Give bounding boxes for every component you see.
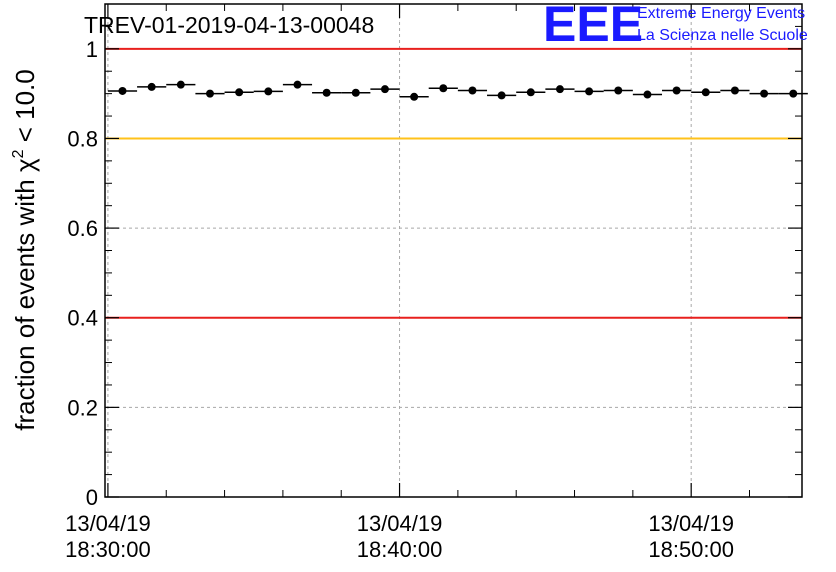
data-point-marker-6 (293, 80, 302, 89)
eee-logo: EEE Extreme Energy Events La Scienza nel… (543, 0, 808, 52)
chart-title: TREV-01-2019-04-13-00048 (84, 12, 374, 38)
x-tick-time-2: 18:50:00 (648, 537, 734, 562)
data-point-3 (195, 89, 225, 98)
logo-line2: La Scienza nelle Scuole (637, 27, 808, 44)
data-point-marker-0 (118, 86, 127, 95)
data-point-1 (137, 82, 167, 91)
data-point-22 (749, 89, 779, 98)
data-point-20 (691, 88, 721, 97)
data-point-2 (166, 80, 196, 89)
data-point-7 (312, 88, 342, 97)
data-point-0 (107, 86, 138, 95)
y-axis-label-sup: 2 (10, 149, 27, 158)
data-point-15 (545, 85, 575, 94)
data-point-9 (370, 85, 400, 94)
data-point-marker-5 (264, 87, 273, 96)
data-point-16 (574, 87, 604, 96)
data-point-marker-2 (176, 80, 185, 89)
data-point-14 (516, 88, 546, 97)
data-point-marker-20 (701, 88, 710, 97)
data-point-23 (778, 89, 808, 98)
y-axis-label: fraction of events with χ2 < 10.0 (10, 69, 40, 430)
data-point-marker-12 (468, 86, 477, 95)
y-axis-label-main: fraction of events with χ (10, 158, 40, 431)
y-tick-label-1: 0.2 (67, 395, 98, 420)
reference-lines (105, 47, 802, 319)
data-point-10 (399, 92, 429, 101)
x-tick-time-1: 18:40:00 (357, 537, 443, 562)
data-point-17 (603, 86, 633, 95)
data-point-marker-4 (235, 88, 244, 97)
data-point-marker-9 (380, 85, 389, 94)
y-tick-label-0: 0 (86, 485, 98, 510)
data-point-6 (282, 80, 313, 89)
data-point-marker-19 (672, 86, 681, 95)
axis-ticks (105, 4, 802, 498)
y-tick-label-3: 0.6 (67, 216, 98, 241)
data-point-19 (662, 86, 692, 95)
data-point-marker-14 (526, 88, 535, 97)
x-tick-time-0: 18:30:00 (65, 537, 151, 562)
data-point-marker-18 (643, 90, 652, 99)
data-point-21 (720, 86, 750, 95)
data-point-marker-17 (614, 86, 623, 95)
data-points (107, 80, 808, 101)
y-tick-label-2: 0.4 (67, 306, 98, 331)
data-point-marker-8 (351, 88, 360, 97)
data-point-marker-3 (205, 89, 214, 98)
data-point-marker-1 (147, 82, 156, 91)
logo-line1: Extreme Energy Events (637, 5, 805, 22)
x-tick-date-1: 13/04/19 (357, 511, 443, 536)
data-point-marker-21 (730, 86, 739, 95)
data-point-marker-7 (322, 88, 331, 97)
data-point-5 (253, 87, 283, 96)
data-point-13 (487, 91, 517, 100)
data-point-marker-13 (497, 91, 506, 100)
data-point-marker-23 (789, 89, 798, 98)
data-point-12 (457, 86, 488, 95)
data-point-4 (224, 88, 254, 97)
data-point-marker-22 (760, 89, 769, 98)
y-axis-label-rest: < 10.0 (10, 69, 40, 149)
data-point-marker-16 (585, 87, 594, 96)
data-point-marker-15 (555, 85, 564, 94)
y-tick-label-5: 1 (86, 37, 98, 62)
logo-mark: EEE (543, 0, 643, 52)
x-tick-date-0: 13/04/19 (65, 511, 151, 536)
data-point-18 (632, 90, 663, 99)
data-point-11 (428, 84, 458, 93)
data-point-marker-10 (410, 92, 419, 101)
x-tick-date-2: 13/04/19 (648, 511, 734, 536)
data-point-marker-11 (439, 84, 448, 93)
data-point-8 (341, 88, 371, 97)
y-tick-label-4: 0.8 (67, 126, 98, 151)
